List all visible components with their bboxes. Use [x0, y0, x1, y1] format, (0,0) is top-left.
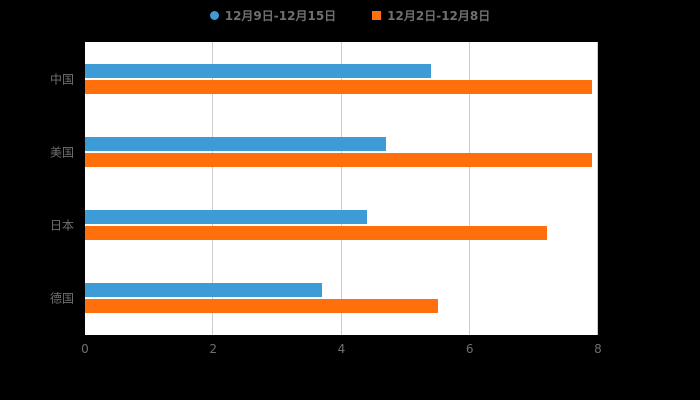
bar [85, 63, 432, 78]
x-axis-tick-label: 4 [337, 342, 346, 356]
gridline [212, 42, 214, 335]
y-axis-label: 德国 [49, 291, 74, 306]
legend-item-series2[interactable]: 12月2日-12月8日 [372, 7, 490, 24]
gridline [468, 42, 470, 335]
plot-area [85, 42, 598, 335]
circle-marker-icon [209, 11, 219, 20]
y-axis-labels: 中国 美国 日本 德国 [0, 42, 80, 335]
x-axis-tick-label: 2 [209, 342, 218, 356]
bar [85, 79, 592, 94]
bar [85, 152, 592, 167]
square-marker-icon [372, 11, 382, 20]
x-axis-tick-label: 6 [465, 342, 474, 356]
x-axis-tick-label: 8 [594, 342, 602, 356]
bar [85, 210, 368, 225]
bar [85, 136, 387, 151]
gridline [340, 42, 342, 335]
legend-label: 12月9日-12月15日 [224, 9, 337, 23]
y-axis-label: 日本 [49, 218, 74, 233]
legend: 12月9日-12月15日 12月2日-12月8日 [0, 7, 700, 24]
legend-item-series1[interactable]: 12月9日-12月15日 [209, 7, 337, 24]
bar [85, 283, 323, 298]
bar [85, 226, 547, 241]
bar [85, 299, 438, 314]
y-axis-label: 美国 [49, 145, 74, 160]
x-axis-labels: 0 2 4 6 8 [81, 342, 602, 358]
legend-label: 12月2日-12月8日 [387, 9, 491, 23]
y-axis-label: 中国 [49, 72, 74, 87]
x-axis-tick-label: 0 [81, 342, 89, 356]
gridline [597, 42, 598, 335]
